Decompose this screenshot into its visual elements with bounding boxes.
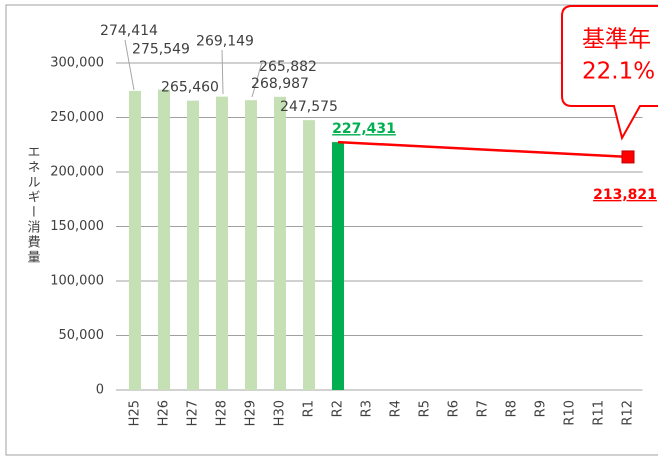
y-tick-label: 100,000 — [50, 274, 104, 289]
y-tick-label: 200,000 — [50, 165, 104, 180]
x-tick-label: R6 — [447, 400, 462, 417]
leader-line — [124, 39, 135, 91]
data-label: 274,414 — [100, 23, 158, 39]
leader-line — [251, 61, 263, 98]
callout-text: 基準年 — [582, 27, 651, 53]
y-tick-label: 150,000 — [50, 219, 104, 234]
x-tick-label: R12 — [621, 400, 636, 426]
x-tick-label: H29 — [244, 400, 259, 426]
y-tick-label: 250,000 — [50, 110, 104, 125]
x-tick-label: H26 — [157, 400, 172, 426]
x-tick-label: H30 — [273, 400, 288, 426]
callout-text: 22.1% — [582, 59, 655, 85]
data-label: 269,149 — [196, 34, 254, 50]
x-tick-label: R10 — [563, 400, 578, 426]
x-tick-label: H25 — [128, 400, 143, 426]
marker — [621, 150, 635, 164]
x-tick-label: R8 — [505, 400, 520, 417]
x-tick-label: R7 — [476, 400, 491, 417]
data-label: 275,549 — [132, 42, 190, 58]
bar — [274, 96, 286, 390]
x-tick-label: H27 — [186, 400, 201, 426]
callout-box — [561, 5, 658, 141]
y-tick-label: 300,000 — [50, 56, 104, 71]
bar — [245, 100, 257, 390]
y-tick-label: 50,000 — [59, 328, 105, 343]
x-tick-label: R9 — [534, 400, 549, 417]
x-tick-label: R4 — [389, 400, 404, 417]
bar — [187, 100, 199, 391]
data-label: 265,460 — [161, 80, 219, 96]
x-tick-label: R3 — [360, 400, 375, 417]
bar — [129, 90, 141, 391]
data-label: 247,575 — [280, 99, 338, 115]
x-tick-label: R11 — [592, 400, 607, 426]
leader-line — [221, 49, 224, 95]
data-label: 268,987 — [251, 76, 309, 92]
y-tick-label: 0 — [96, 383, 104, 398]
bar — [303, 120, 315, 390]
bar — [332, 142, 344, 390]
bar — [216, 96, 228, 390]
target-line — [337, 140, 629, 159]
x-tick-label: R2 — [331, 400, 346, 417]
data-label: 265,882 — [259, 59, 317, 75]
bar — [158, 89, 170, 391]
data-label: 213,821 — [593, 187, 657, 203]
x-tick-label: R5 — [418, 400, 433, 417]
x-tick-label: H28 — [215, 400, 230, 426]
x-tick-label: R1 — [302, 400, 317, 417]
data-label: 227,431 — [332, 121, 396, 137]
y-axis-label: エネルギー消費量 — [25, 145, 41, 265]
